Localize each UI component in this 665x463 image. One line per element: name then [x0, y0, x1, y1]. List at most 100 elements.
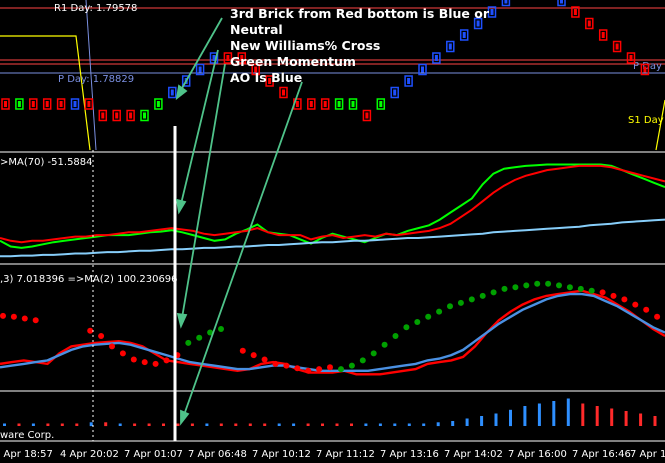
renko-brick-fill — [101, 112, 105, 119]
renko-brick — [571, 6, 580, 18]
ao-bar — [335, 423, 339, 426]
arrow-momentum — [181, 63, 226, 319]
renko-brick-fill — [573, 9, 577, 15]
s1-yellow-right — [655, 99, 665, 151]
renko-brick — [70, 98, 80, 110]
ao-bar — [147, 423, 151, 426]
momentum-dot-green — [501, 285, 508, 292]
annotation-line-3: New Williams% Cross — [230, 38, 380, 53]
momentum-dot-red — [21, 315, 28, 322]
pivot-r1-label: R1 Day: 1.79578 — [54, 3, 137, 14]
x-tick-label: 7 Apr 01:07 — [124, 449, 183, 460]
renko-brick — [42, 98, 52, 110]
ao-bar — [509, 409, 512, 427]
ao-bar — [176, 423, 180, 426]
momentum-dot-red — [98, 333, 105, 339]
ao-bar — [89, 422, 93, 427]
ao-bar — [523, 406, 527, 426]
renko-brick-fill — [73, 101, 77, 107]
renko-brick — [446, 40, 455, 53]
momentum-dot-green — [588, 287, 595, 294]
momentum-dot-green — [523, 282, 530, 289]
renko-brick — [140, 109, 149, 122]
arrow-bricks — [180, 17, 223, 91]
ao-bar — [263, 423, 267, 426]
momentum-dot-green — [534, 280, 541, 287]
renko-brick — [168, 86, 177, 99]
momentum-dot-red — [10, 313, 17, 320]
ao-bar — [610, 408, 614, 426]
renko-brick-fill — [504, 0, 508, 4]
momentum-dot-red — [283, 362, 290, 369]
pivot-p-label: P Day: 1.78829 — [58, 74, 134, 85]
ao-bar — [393, 423, 397, 426]
momentum-dot-red — [610, 292, 617, 299]
renko-brick — [626, 52, 636, 64]
ao-bar — [133, 423, 137, 426]
annotation-line-2: Neutral — [230, 22, 283, 37]
ao-bar — [451, 421, 455, 426]
renko-brick — [334, 98, 344, 110]
momentum-dot-green — [414, 319, 421, 325]
renko-brick — [473, 17, 483, 30]
momentum-dot-red — [621, 296, 628, 303]
renko-brick — [348, 98, 358, 110]
renko-brick-fill — [601, 32, 605, 38]
momentum-dot-green — [392, 333, 399, 339]
renko-brick — [237, 52, 247, 64]
momentum-dot-green — [185, 339, 192, 346]
ao-bar — [321, 423, 324, 426]
momentum-dot-green — [381, 341, 388, 348]
renko-brick-fill — [407, 78, 411, 84]
momentum-dot-red — [239, 347, 246, 354]
momentum-dot-green — [545, 280, 552, 287]
momentum-dot-green — [338, 366, 344, 373]
x-tick-label: 4 Apr 20:02 — [60, 449, 119, 460]
momentum-dot-red — [130, 356, 137, 363]
momentum-dot-red — [0, 312, 6, 319]
renko-brick-fill — [59, 101, 63, 107]
x-tick-label: 7 Apr 10:12 — [252, 449, 311, 460]
s1-yellow-left — [0, 35, 91, 151]
renko-brick-fill — [226, 55, 230, 61]
x-tick-label: 7 Apr 13:16 — [380, 449, 439, 460]
ao-bar — [639, 413, 643, 426]
ao-bar — [581, 403, 585, 426]
renko-brick — [418, 63, 427, 76]
ao-bar — [46, 423, 50, 426]
ao-bar — [162, 423, 165, 426]
pivot-p-label-right: P Day — [633, 61, 662, 72]
arrow-bricks-head — [175, 84, 188, 101]
renko-brick — [126, 109, 135, 122]
renko-brick — [404, 75, 413, 87]
momentum-dot-red — [305, 367, 312, 374]
renko-brick — [195, 63, 205, 76]
renko-brick — [612, 40, 622, 53]
annotation-arrows — [175, 17, 303, 426]
ao-bar — [364, 423, 368, 426]
momentum-dot-red — [109, 343, 115, 350]
x-tick-label: 7 Apr 19:25 — [630, 449, 665, 460]
renko-brick-fill — [87, 101, 91, 107]
renko-brick — [29, 98, 38, 110]
momentum-dot-red — [294, 365, 301, 372]
momentum-dot-green — [403, 324, 410, 331]
renko-brick-fill — [365, 112, 369, 119]
ao-bar — [422, 423, 426, 426]
renko-brick-fill — [560, 0, 563, 4]
ao-bar — [3, 423, 6, 426]
ao-bar — [465, 418, 469, 426]
footer-label: ware Corp. — [0, 430, 54, 441]
renko-brick-fill — [212, 55, 216, 61]
ao-bar — [118, 423, 122, 426]
renko-brick-fill — [115, 112, 119, 119]
momentum-dot-green — [425, 313, 432, 320]
momentum-dot-green — [196, 334, 203, 341]
annotation-line-4: Green Momentum — [230, 54, 356, 69]
momentum-dot-green — [218, 326, 224, 332]
renko-brick — [181, 75, 191, 87]
pivot-s1-label: S1 Day — [628, 115, 664, 126]
renko-brick — [598, 29, 608, 41]
ao-bar — [653, 416, 657, 426]
